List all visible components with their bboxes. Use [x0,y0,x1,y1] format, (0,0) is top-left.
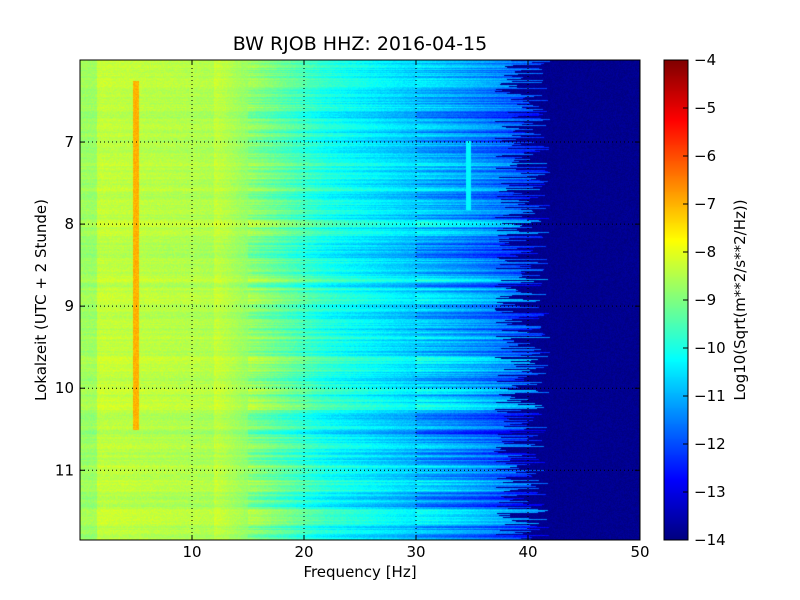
x-axis-label: Frequency [Hz] [303,563,416,581]
colorbar: −4 −5 −6 −7 −8 −9 −10 −11 −12 −13 −14 [663,51,726,549]
colorbar-tick-label: −8 [694,243,716,261]
x-tick-label: 30 [406,543,425,561]
chart-title: BW RJOB HHZ: 2016-04-15 [233,33,487,55]
colorbar-ticks: −4 −5 −6 −7 −8 −9 −10 −11 −12 −13 −14 [683,51,726,549]
colorbar-tick-label: −11 [694,387,726,405]
colorbar-tick-label: −13 [694,483,726,501]
x-tick-label: 20 [294,543,313,561]
colorbar-tick-label: −5 [694,99,716,117]
y-axis-label: Lokalzeit (UTC + 2 Stunde) [32,199,50,401]
grid-lines [80,60,640,540]
x-tick-label: 10 [182,543,201,561]
colorbar-tick-label: −4 [694,51,716,69]
y-axis-ticks: 7 8 9 10 11 [55,133,640,479]
colorbar-tick-label: −6 [694,147,716,165]
colorbar-tick-label: −7 [694,195,716,213]
colorbar-label: Log10(Sqrt(m**2/s**2/Hz)) [731,199,749,400]
y-tick-label: 11 [55,461,74,479]
y-tick-label: 7 [64,133,74,151]
x-axis-ticks: 10 20 30 40 50 [182,60,650,561]
plot-frame [79,59,641,541]
colorbar-tick-label: −14 [694,531,726,549]
colorbar-tick-label: −9 [694,291,716,309]
x-tick-label: 50 [630,543,649,561]
colorbar-tick-label: −12 [694,435,726,453]
y-tick-label: 10 [55,379,74,397]
y-tick-label: 9 [64,297,74,315]
heatmap-image [80,60,640,540]
x-tick-label: 40 [518,543,537,561]
colorbar-tick-label: −10 [694,339,726,357]
y-tick-label: 8 [64,215,74,233]
plot-area: 10 20 30 40 50 7 8 9 10 11 [55,59,650,561]
